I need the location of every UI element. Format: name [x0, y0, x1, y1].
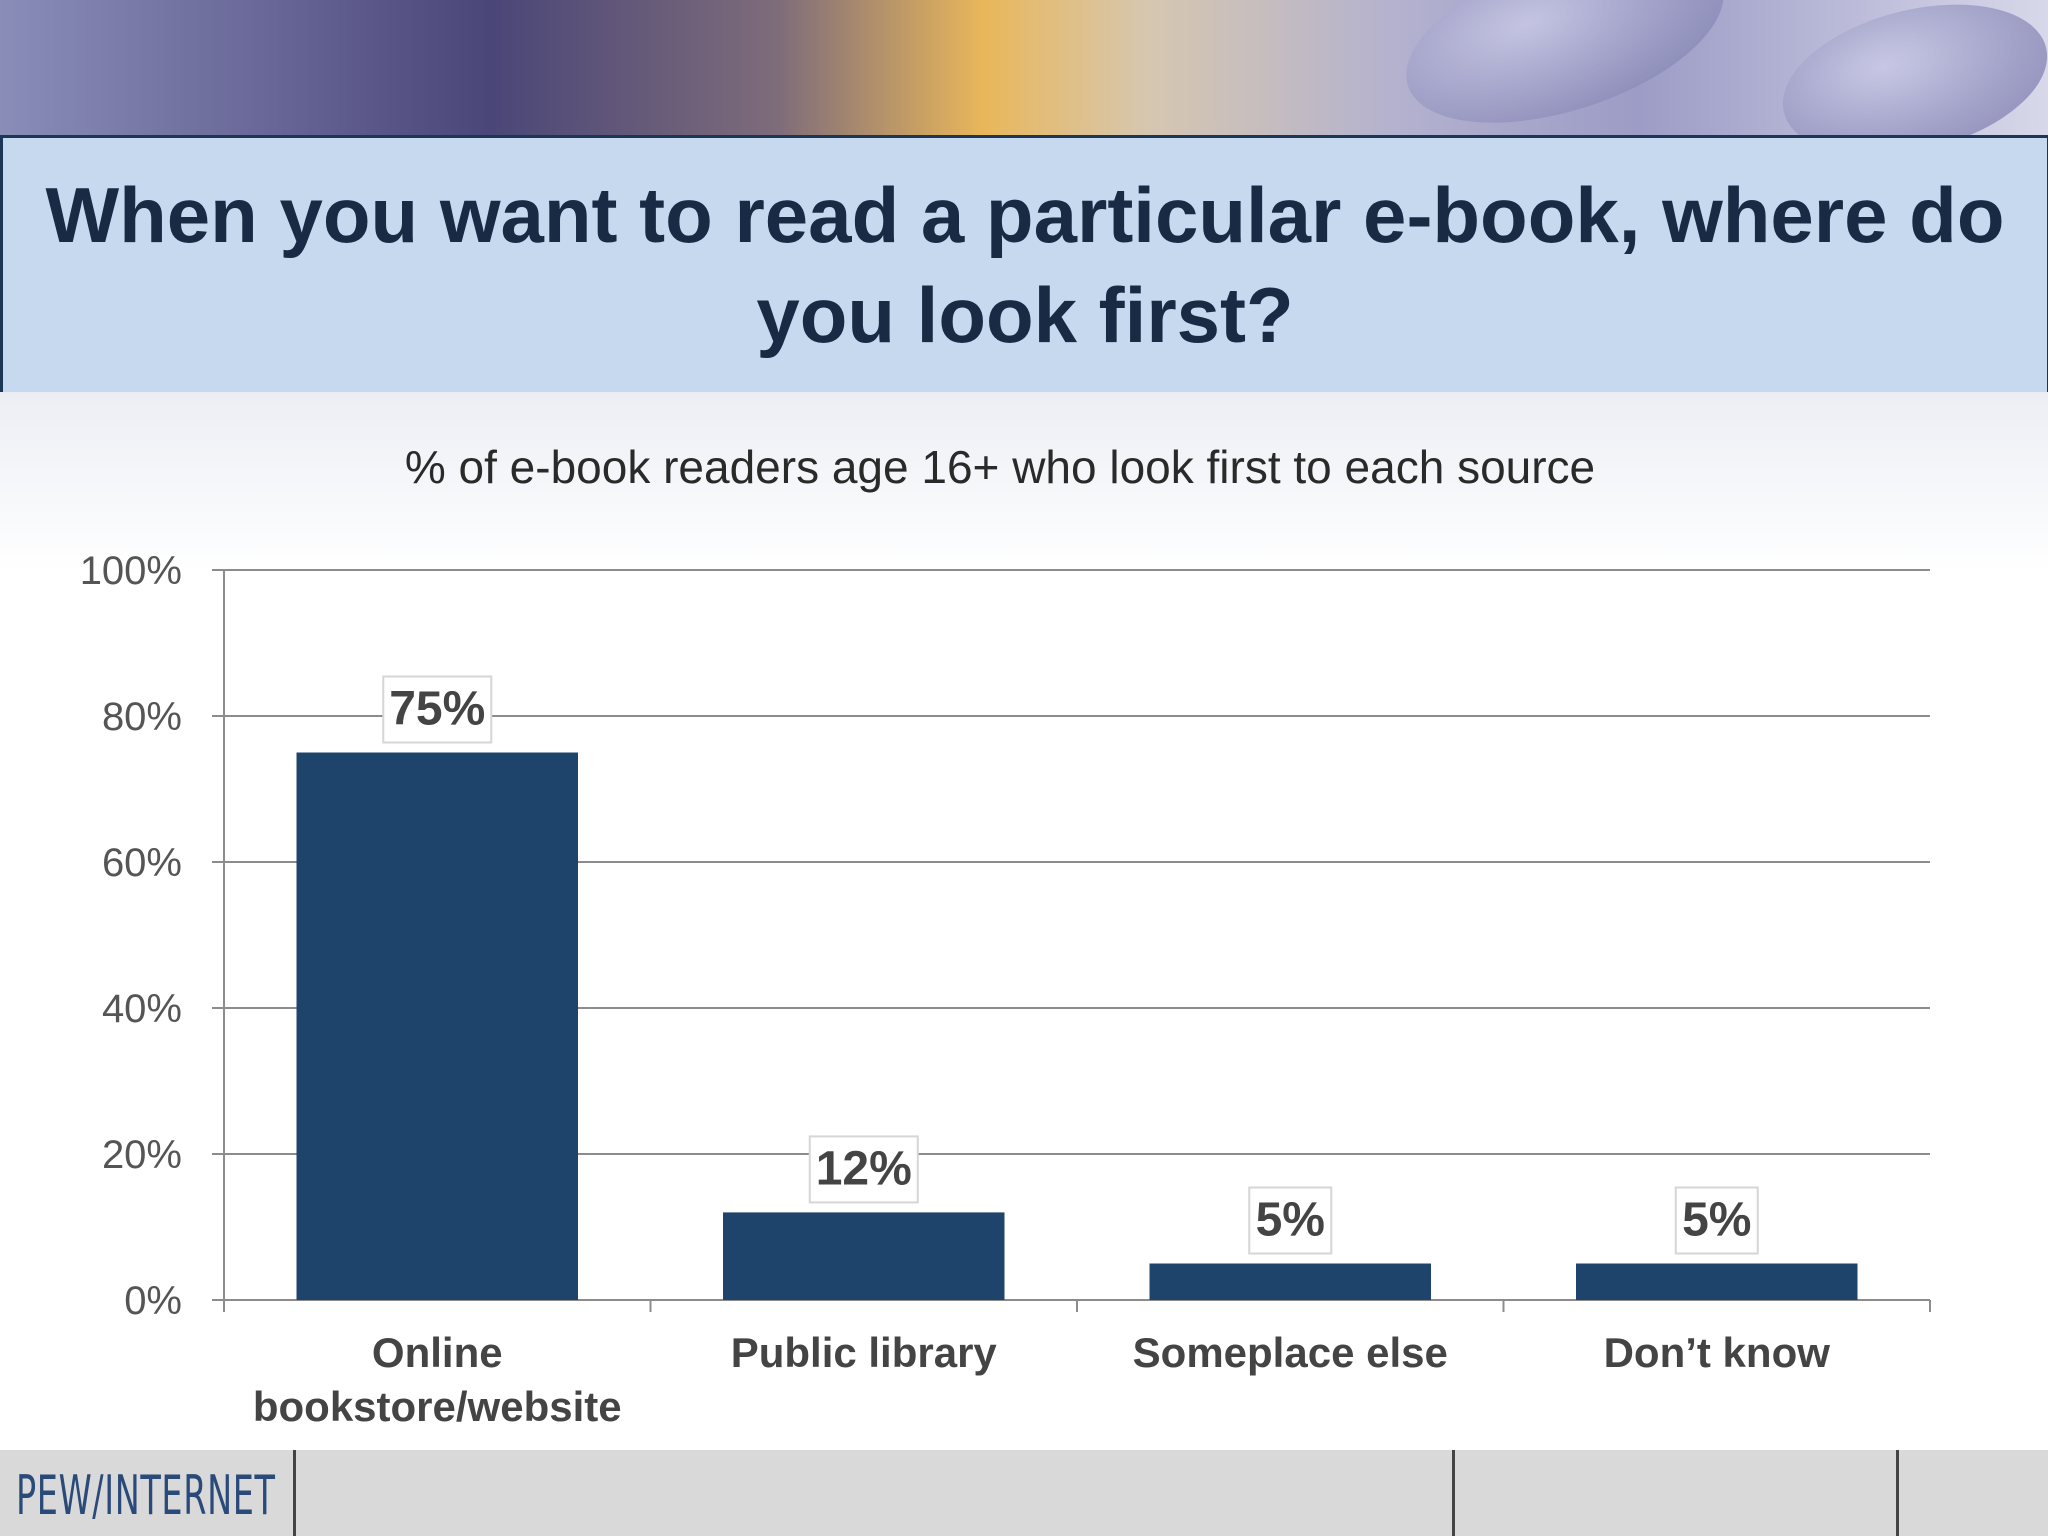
pew-internet-logo: PEW/INTERNET	[16, 1464, 276, 1527]
x-category-label: Someplace else	[1133, 1329, 1448, 1376]
bar-chart: 0% 20% 40% 60% 80% 100% 75% Online bookstore/web…	[80, 549, 1931, 1430]
page-title: When you want to read a particular e-boo…	[45, 171, 2005, 359]
data-label: 5%	[1682, 1194, 1751, 1247]
data-label-box	[382, 675, 493, 744]
data-label-box	[808, 1135, 919, 1204]
data-label: 12%	[816, 1142, 912, 1195]
keypad-button-shape	[1384, 0, 1746, 158]
x-category-label: Online	[372, 1329, 503, 1376]
data-label-box	[1248, 1186, 1333, 1255]
y-tick-label: 100%	[80, 549, 182, 593]
y-tick-label: 40%	[102, 987, 182, 1031]
footer-bar: PEW/INTERNET	[0, 1450, 2048, 1536]
data-label-box	[1674, 1186, 1759, 1255]
y-tick-label: 60%	[102, 841, 182, 885]
bar	[723, 1212, 1005, 1300]
bar	[296, 752, 578, 1300]
footer-divider	[1896, 1450, 1899, 1536]
chart-subtitle: % of e-book readers age 16+ who look fir…	[404, 441, 1596, 493]
y-tick-label: 0%	[124, 1279, 182, 1323]
data-label: 75%	[389, 683, 485, 736]
background-fade	[0, 392, 2048, 572]
bar	[1576, 1263, 1858, 1300]
y-tick-label: 80%	[102, 695, 182, 739]
footer-divider	[1452, 1450, 1455, 1536]
x-category-label: bookstore/website	[253, 1383, 622, 1430]
x-category-label: Public library	[731, 1329, 998, 1376]
title-box: When you want to read a particular e-boo…	[0, 135, 2048, 395]
bar	[1149, 1263, 1431, 1300]
y-tick-label: 20%	[102, 1133, 182, 1177]
header-banner-image	[0, 0, 2048, 181]
footer-divider	[293, 1450, 296, 1536]
x-category-label: Don’t know	[1604, 1329, 1831, 1376]
data-label: 5%	[1256, 1194, 1325, 1247]
